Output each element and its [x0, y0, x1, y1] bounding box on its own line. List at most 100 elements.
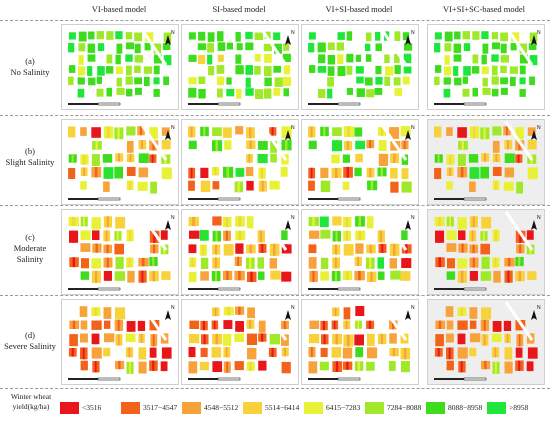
- field-parcel: [333, 320, 336, 330]
- field-parcel: [105, 230, 108, 242]
- north-arrow-label: N: [411, 30, 415, 36]
- field-parcel: [457, 320, 468, 330]
- field-parcel: [190, 167, 193, 179]
- field-parcel: [140, 126, 142, 136]
- field-parcel: [318, 89, 326, 98]
- row-name: Moderate Salinity: [13, 243, 47, 264]
- legend-class-label: 6415−7283: [326, 403, 361, 412]
- field-parcel: [207, 43, 214, 53]
- field-parcel: [517, 154, 520, 163]
- scale-bar: [337, 377, 361, 381]
- field-parcel: [134, 55, 144, 63]
- field-parcel: [226, 270, 229, 280]
- field-parcel: [125, 333, 136, 342]
- field-parcel: [238, 168, 241, 177]
- field-parcel: [103, 307, 112, 319]
- field-parcel: [346, 270, 349, 280]
- field-parcel: [140, 320, 143, 331]
- north-arrow-icon: [531, 35, 537, 45]
- yield-map-panel: N: [181, 299, 299, 385]
- field-parcel: [327, 66, 335, 76]
- field-parcel: [331, 347, 342, 358]
- field-parcel: [491, 333, 502, 342]
- legend-swatch: [304, 402, 323, 414]
- field-parcel: [258, 360, 267, 371]
- field-parcel: [107, 126, 110, 139]
- field-parcel: [331, 154, 340, 164]
- field-parcel: [103, 347, 111, 357]
- field-parcel: [404, 43, 413, 51]
- field-parcel: [94, 307, 97, 316]
- field-parcel: [491, 54, 499, 62]
- field-parcel: [78, 43, 86, 52]
- scale-bar: [217, 287, 241, 291]
- field-parcel: [87, 66, 93, 76]
- field-parcel: [365, 54, 372, 62]
- field-parcel: [336, 42, 344, 51]
- north-arrow-label: N: [411, 215, 415, 221]
- yield-map-panel: N: [181, 119, 299, 205]
- scale-bar: [97, 102, 121, 106]
- field-parcel: [152, 347, 154, 358]
- field-parcel: [484, 360, 487, 370]
- field-parcel: [332, 216, 342, 226]
- north-arrow-label: N: [537, 125, 541, 131]
- field-parcel: [375, 65, 382, 75]
- field-parcel: [472, 216, 475, 228]
- field-parcel: [481, 307, 492, 320]
- field-parcel: [308, 257, 317, 269]
- field-parcel: [207, 54, 213, 65]
- field-parcel: [393, 243, 396, 256]
- field-parcel: [115, 54, 121, 65]
- field-parcel: [284, 271, 288, 282]
- scale-bar: [308, 288, 338, 290]
- field-parcel: [500, 77, 508, 85]
- field-parcel: [347, 126, 350, 137]
- field-parcel: [134, 32, 143, 42]
- field-parcel: [312, 216, 315, 227]
- field-parcel: [375, 31, 381, 41]
- road-line: [258, 211, 288, 251]
- scale-bar: [337, 102, 361, 106]
- field-parcel: [482, 231, 485, 241]
- divider: [0, 20, 550, 21]
- field-parcel: [480, 271, 492, 281]
- field-parcel: [334, 307, 337, 317]
- field-parcel: [506, 126, 508, 136]
- field-parcel: [335, 244, 337, 255]
- field-parcel: [520, 54, 528, 64]
- field-parcel: [355, 140, 366, 150]
- field-parcel: [346, 53, 354, 63]
- field-parcel: [284, 347, 286, 357]
- field-parcel: [115, 307, 126, 320]
- scale-bar: [463, 102, 487, 106]
- field-parcel: [125, 54, 133, 62]
- field-parcel: [106, 66, 114, 74]
- north-arrow-icon: [531, 130, 537, 140]
- field-parcel: [261, 154, 264, 164]
- field-parcel: [358, 270, 361, 281]
- field-parcel: [320, 347, 328, 357]
- field-parcel: [460, 361, 463, 373]
- field-parcel: [126, 65, 132, 76]
- north-arrow-label: N: [171, 125, 175, 131]
- field-parcel: [91, 154, 100, 166]
- yield-map-canvas: N: [434, 121, 541, 201]
- field-parcel: [367, 347, 378, 359]
- field-parcel: [527, 271, 537, 280]
- field-parcel: [135, 87, 142, 95]
- field-parcel: [444, 43, 452, 52]
- field-parcel: [115, 66, 123, 74]
- field-parcel: [308, 42, 315, 53]
- field-parcel: [198, 31, 206, 41]
- field-parcel: [254, 65, 261, 75]
- field-parcel: [273, 243, 276, 256]
- field-parcel: [492, 126, 502, 136]
- field-parcel: [481, 31, 489, 40]
- field-parcel: [106, 244, 109, 254]
- field-parcel: [200, 347, 208, 357]
- field-parcel: [528, 43, 537, 50]
- field-parcel: [334, 271, 338, 282]
- legend-swatch: [60, 402, 79, 414]
- field-parcel: [495, 321, 498, 332]
